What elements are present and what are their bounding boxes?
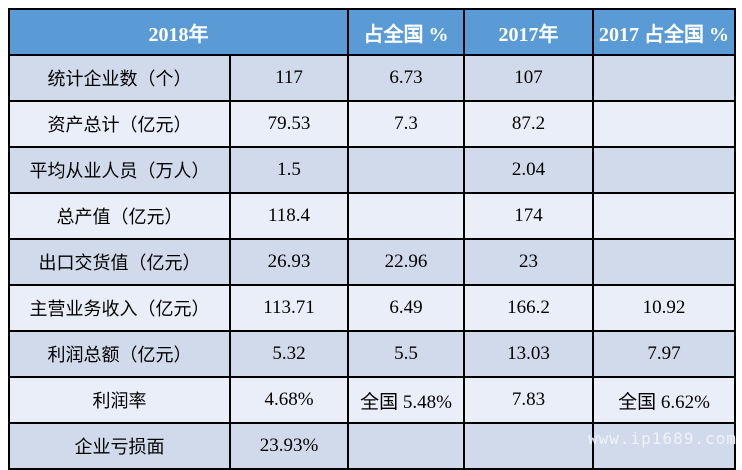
header-2017: 2017年 [463, 8, 594, 56]
cell-2017-share [592, 100, 736, 148]
row-label: 企业亏损面 [8, 422, 231, 470]
table-row: 利润总额（亿元） 5.32 5.5 13.03 7.97 [8, 330, 736, 378]
cell-2017-value: 7.83 [463, 376, 594, 424]
cell-2017-value: 13.03 [463, 330, 594, 378]
cell-2018-value: 79.53 [229, 100, 349, 148]
cell-2018-value: 1.5 [229, 146, 349, 194]
cell-2018-value: 117 [229, 54, 349, 102]
row-label: 平均从业人员（万人） [8, 146, 231, 194]
cell-2017-share [592, 238, 736, 286]
cell-2017-share [592, 54, 736, 102]
cell-2018-share: 6.49 [347, 284, 465, 332]
cell-2017-share: 10.92 [592, 284, 736, 332]
cell-2018-share [347, 192, 465, 240]
cell-2018-share: 7.3 [347, 100, 465, 148]
row-label: 资产总计（亿元） [8, 100, 231, 148]
table-row: 企业亏损面 23.93% [8, 422, 736, 470]
statistics-table: 2018年 占全国 % 2017年 2017 占全国 % 统计企业数（个） 11… [8, 8, 736, 470]
cell-2017-value: 107 [463, 54, 594, 102]
table-row: 统计企业数（个） 117 6.73 107 [8, 54, 736, 102]
cell-2017-share [592, 422, 736, 470]
cell-2017-value: 166.2 [463, 284, 594, 332]
table-row: 出口交货值（亿元） 26.93 22.96 23 [8, 238, 736, 286]
header-share-2018: 占全国 % [347, 8, 465, 56]
row-label: 总产值（亿元） [8, 192, 231, 240]
cell-2017-value: 2.04 [463, 146, 594, 194]
cell-2017-share: 全国 6.62% [592, 376, 736, 424]
cell-2017-value: 87.2 [463, 100, 594, 148]
table-row: 主营业务收入（亿元） 113.71 6.49 166.2 10.92 [8, 284, 736, 332]
table-row: 利润率 4.68% 全国 5.48% 7.83 全国 6.62% [8, 376, 736, 424]
row-label: 统计企业数（个） [8, 54, 231, 102]
header-share-2017: 2017 占全国 % [592, 8, 736, 56]
header-2018: 2018年 [8, 8, 349, 56]
cell-2017-value [463, 422, 594, 470]
row-label: 利润率 [8, 376, 231, 424]
row-label: 主营业务收入（亿元） [8, 284, 231, 332]
cell-2018-value: 4.68% [229, 376, 349, 424]
cell-2018-share: 5.5 [347, 330, 465, 378]
cell-2018-value: 113.71 [229, 284, 349, 332]
cell-2017-share [592, 192, 736, 240]
cell-2018-share: 全国 5.48% [347, 376, 465, 424]
row-label: 利润总额（亿元） [8, 330, 231, 378]
cell-2018-value: 5.32 [229, 330, 349, 378]
table-row: 资产总计（亿元） 79.53 7.3 87.2 [8, 100, 736, 148]
cell-2018-value: 23.93% [229, 422, 349, 470]
cell-2018-share [347, 146, 465, 194]
table-row: 总产值（亿元） 118.4 174 [8, 192, 736, 240]
cell-2018-value: 118.4 [229, 192, 349, 240]
row-label: 出口交货值（亿元） [8, 238, 231, 286]
table-row: 平均从业人员（万人） 1.5 2.04 [8, 146, 736, 194]
cell-2017-value: 174 [463, 192, 594, 240]
cell-2017-share: 7.97 [592, 330, 736, 378]
cell-2018-value: 26.93 [229, 238, 349, 286]
cell-2018-share: 22.96 [347, 238, 465, 286]
cell-2018-share: 6.73 [347, 54, 465, 102]
cell-2017-value: 23 [463, 238, 594, 286]
cell-2018-share [347, 422, 465, 470]
header-row: 2018年 占全国 % 2017年 2017 占全国 % [8, 8, 736, 56]
cell-2017-share [592, 146, 736, 194]
